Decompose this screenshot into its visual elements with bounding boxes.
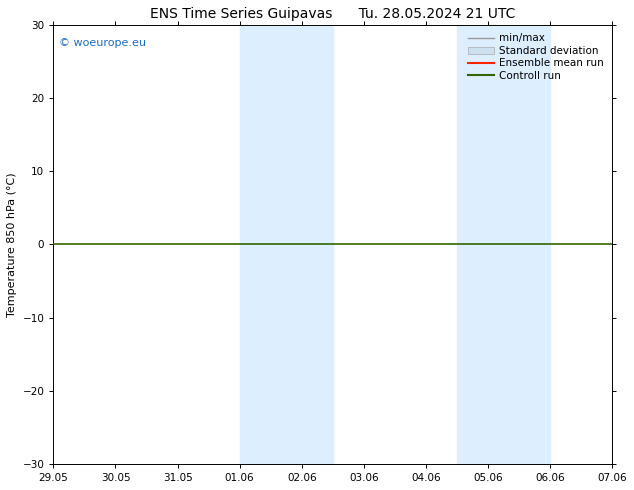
Bar (457, 25, 550, 464)
Legend: min/max, Standard deviation, Ensemble mean run, Controll run: min/max, Standard deviation, Ensemble me… (465, 30, 607, 84)
Y-axis label: Temperature 850 hPa (°C): Temperature 850 hPa (°C) (7, 172, 17, 317)
Bar (240, 25, 333, 464)
Title: ENS Time Series Guipavas      Tu. 28.05.2024 21 UTC: ENS Time Series Guipavas Tu. 28.05.2024 … (150, 7, 515, 21)
Text: © woeurope.eu: © woeurope.eu (59, 38, 146, 48)
